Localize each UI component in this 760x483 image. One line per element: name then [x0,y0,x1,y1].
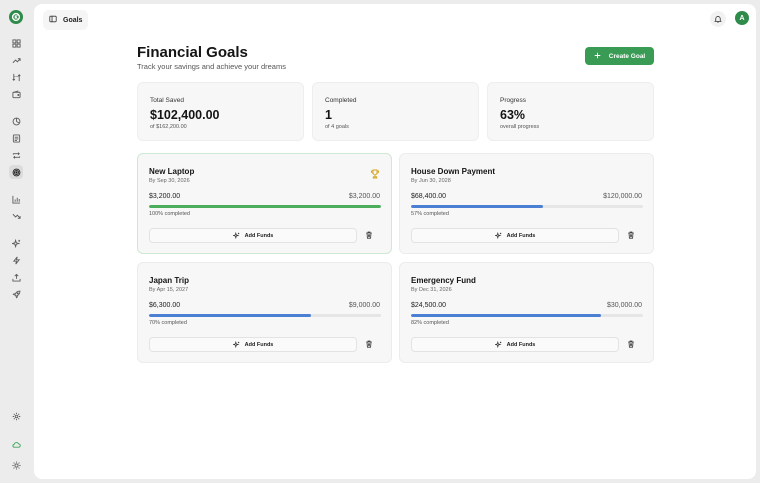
trending-down-icon[interactable] [9,209,23,223]
trash-icon [627,340,635,348]
stat-label: Completed [325,97,357,104]
delete-goal-button[interactable] [627,340,635,348]
add-funds-label: Add Funds [244,232,274,239]
goal-progress-bar [149,314,381,317]
add-funds-button[interactable]: Add Funds [411,337,619,352]
breadcrumb-title: Goals [63,16,83,24]
goal-date: By Apr 15, 2027 [149,287,189,293]
goal-name: New Laptop [149,167,195,176]
goal-percent-text: 57% completed [411,211,449,217]
trophy-icon [370,166,380,184]
pie-chart-icon[interactable] [9,114,23,128]
goal-progress-bar [149,205,381,208]
upload-icon[interactable] [9,270,23,284]
goal-name: Japan Trip [149,276,190,285]
bell-icon [714,10,722,28]
goal-card: Emergency Fund By Dec 31, 2026 $24,500.0… [399,262,654,363]
sun-icon[interactable] [9,458,23,472]
trending-up-icon[interactable] [9,53,23,67]
add-funds-button[interactable]: Add Funds [149,228,357,243]
goal-percent-text: 70% completed [149,320,187,326]
goal-date: By Sep 30, 2026 [149,178,190,184]
create-goal-button[interactable]: Create Goal [585,47,654,65]
trash-icon [365,231,373,239]
repeat-icon[interactable] [9,148,23,162]
goal-saved-amount: $6,300.00 [149,302,181,309]
stat-subtext: overall progress [500,124,540,130]
add-funds-button[interactable]: Add Funds [411,228,619,243]
goal-card: House Down Payment By Jun 30, 2028 $68,4… [399,153,654,254]
sparkles-icon [494,341,502,348]
goal-name: House Down Payment [411,167,496,176]
avatar[interactable]: A [735,11,749,25]
stat-label: Progress [500,97,527,104]
trash-icon [365,340,373,348]
stat-label: Total Saved [150,97,184,104]
goal-progress-fill [149,205,381,208]
target-icon[interactable] [9,165,23,179]
sidebar-toggle-button[interactable]: Goals [43,10,89,30]
main-panel: Goals A Financial Goals Track your savin… [34,4,756,479]
add-funds-label: Add Funds [506,341,536,348]
stat-card-total-saved: Total Saved $102,400.00 of $162,200.00 [137,82,304,141]
goal-target-amount: $120,000.00 [603,193,642,200]
transfer-icon[interactable] [9,70,23,84]
delete-goal-button[interactable] [365,340,373,348]
settings-icon[interactable] [9,409,23,423]
goal-progress-fill [149,314,312,317]
stat-card-progress: Progress 63% overall progress [487,82,654,141]
dashboard-icon[interactable] [9,36,23,50]
stat-card-completed: Completed 1 of 4 goals [312,82,479,141]
wallet-icon[interactable] [9,87,23,101]
add-funds-label: Add Funds [244,341,274,348]
zap-icon[interactable] [9,253,23,267]
goal-date: By Dec 31, 2026 [411,287,452,293]
notifications-button[interactable] [710,11,726,27]
page-title: Financial Goals [137,44,248,61]
goal-target-amount: $9,000.00 [348,302,380,309]
goal-card: New Laptop By Sep 30, 2026 $3,200.00 $3,… [137,153,392,254]
goal-progress-fill [411,314,602,317]
goal-target-amount: $30,000.00 [606,302,642,309]
receipt-icon[interactable] [9,131,23,145]
page-subtitle: Track your savings and achieve your drea… [137,62,286,71]
cloud-icon[interactable] [9,437,23,451]
stat-value: $102,400.00 [150,108,220,122]
app-logo[interactable] [9,10,23,24]
sidebar-toggle-icon [49,15,57,25]
goal-saved-amount: $68,400.00 [411,193,447,200]
plus-icon [594,52,601,61]
stat-value: 63% [500,108,526,122]
stat-value: 1 [325,108,332,122]
goal-progress-fill [411,205,544,208]
sparkles-icon [232,232,240,239]
goal-percent-text: 100% completed [149,211,190,217]
avatar-initial: A [739,14,745,22]
goal-percent-text: 82% completed [411,320,449,326]
create-goal-label: Create Goal [608,52,646,60]
trash-icon [627,231,635,239]
sparkles-icon [232,341,240,348]
sidebar [4,4,28,479]
goal-saved-amount: $3,200.00 [149,193,181,200]
goal-card: Japan Trip By Apr 15, 2027 $6,300.00 $9,… [137,262,392,363]
goal-progress-bar [411,205,643,208]
goal-target-amount: $3,200.00 [348,193,380,200]
add-funds-button[interactable]: Add Funds [149,337,357,352]
sparkles-icon [494,232,502,239]
bar-chart-icon[interactable] [9,192,23,206]
sparkle-icon[interactable] [9,236,23,250]
stat-subtext: of $162,200.00 [150,124,187,130]
stat-subtext: of 4 goals [325,124,349,130]
goal-name: Emergency Fund [411,276,476,285]
rocket-icon[interactable] [9,287,23,301]
goal-progress-bar [411,314,643,317]
goal-date: By Jun 30, 2028 [411,178,451,184]
delete-goal-button[interactable] [627,231,635,239]
add-funds-label: Add Funds [506,232,536,239]
goal-saved-amount: $24,500.00 [411,302,447,309]
delete-goal-button[interactable] [365,231,373,239]
